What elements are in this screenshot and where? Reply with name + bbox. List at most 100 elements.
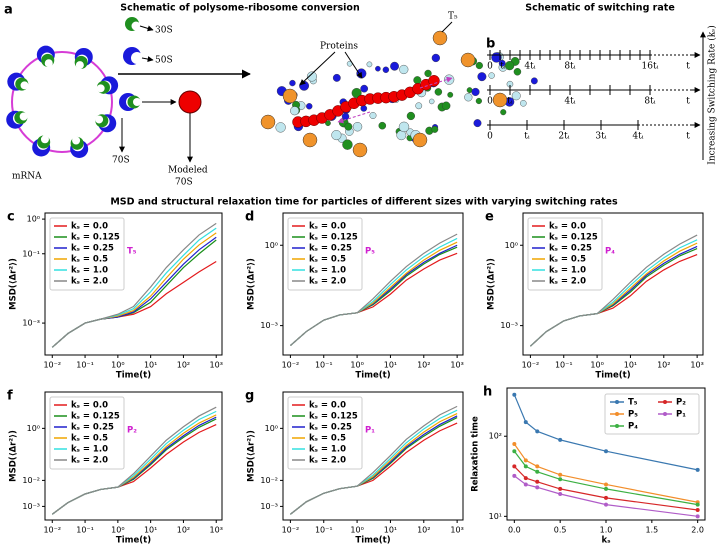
ribosome-gap — [40, 135, 49, 144]
time-label: 0 — [487, 97, 493, 107]
x-axis-label: Time(t) — [355, 371, 390, 381]
legend-label: kₛ = 0.25 — [309, 423, 352, 433]
legend-box — [49, 396, 125, 470]
time-label: t — [686, 132, 690, 142]
x-tick-label: 10⁻² — [522, 361, 540, 370]
pointer — [441, 21, 453, 33]
point — [604, 502, 608, 507]
ribosome-gap — [75, 61, 84, 70]
y-tick-label: 10⁻³ — [22, 502, 40, 511]
protein — [378, 121, 387, 130]
point — [535, 469, 540, 474]
point — [512, 473, 517, 478]
series-line — [529, 234, 698, 347]
x-tick-label: 10² — [177, 526, 190, 535]
x-tick-label: 10² — [657, 361, 670, 370]
x-tick-label: 10⁻² — [43, 526, 61, 535]
protein — [399, 64, 409, 75]
time-label: 0 — [487, 132, 493, 142]
x-tick-label: 10³ — [210, 361, 223, 370]
point — [695, 502, 700, 507]
ribosome-gap — [72, 136, 81, 145]
annotation: T₅ — [127, 247, 137, 257]
protein — [424, 69, 432, 78]
series-line — [513, 394, 698, 471]
legend-label: kₛ = 1.0 — [309, 266, 346, 276]
protein — [477, 72, 487, 82]
x-tick-label: 10⁰ — [350, 526, 363, 535]
x-tick-label: 10² — [417, 526, 430, 535]
legend-label: kₛ = 0.125 — [71, 233, 120, 243]
time-label: tᵢ — [500, 62, 506, 72]
ribosome-gap — [95, 115, 104, 124]
annotation: P₁ — [365, 426, 375, 436]
protein — [471, 87, 480, 96]
time-label: t — [686, 97, 690, 107]
point — [558, 477, 563, 482]
modeled-ribosome — [178, 90, 202, 114]
t5-particle — [460, 52, 476, 68]
legend-label: kₛ = 0.25 — [71, 244, 114, 254]
protein — [473, 119, 482, 128]
protein — [390, 61, 399, 71]
point — [523, 464, 528, 469]
protein — [475, 97, 482, 105]
x-tick-label: 10⁰ — [350, 361, 363, 370]
point — [535, 479, 540, 484]
x-tick-label: 10⁻¹ — [315, 361, 333, 370]
time-label: 4tᵢ — [524, 62, 535, 72]
time-label: 8tᵢ — [564, 62, 575, 72]
protein — [366, 61, 373, 68]
pointer — [299, 51, 336, 86]
y-tick-label: 10² — [489, 432, 502, 441]
x-tick-label: 10¹ — [144, 526, 157, 535]
section-title: MSD and structural relaxation time for p… — [110, 197, 618, 208]
x-axis-label: kₛ — [602, 536, 611, 546]
x-tick-label: 10⁻² — [282, 361, 300, 370]
t5-particle — [352, 142, 368, 158]
y-axis-label: MSD(⟨Δr²⟩) — [247, 430, 257, 482]
point — [535, 485, 540, 490]
x-axis-label: Time(t) — [116, 536, 151, 546]
panel-letter: a — [4, 3, 13, 18]
protein — [530, 77, 538, 85]
point — [695, 467, 700, 472]
annotation: P₂ — [127, 426, 137, 436]
legend-label: kₛ = 1.0 — [309, 445, 346, 455]
pointer — [344, 51, 363, 79]
label: Proteins — [320, 42, 358, 52]
protein — [341, 112, 350, 121]
t5-particle — [302, 132, 318, 148]
protein — [382, 66, 390, 73]
y-tick-label: 10⁻¹ — [22, 249, 40, 258]
protein — [428, 98, 435, 105]
y-tick-label: 10⁰ — [27, 215, 40, 224]
legend-box — [604, 393, 700, 435]
x-tick-label: 10¹ — [624, 361, 637, 370]
x-tick-label: 1.0 — [600, 526, 613, 535]
mrna — [11, 51, 113, 153]
legend-box — [49, 217, 125, 291]
point — [558, 486, 563, 491]
legend-marker — [615, 400, 619, 404]
point — [512, 441, 517, 446]
label: 30S — [155, 26, 173, 36]
time-label: tᵢ — [524, 132, 530, 142]
label: Modeled — [168, 166, 208, 176]
legend-label: kₛ = 0.125 — [309, 233, 358, 243]
t5-particle — [412, 132, 428, 148]
t5-particle — [260, 114, 276, 130]
protein — [500, 109, 507, 116]
x-tick-label: 10⁰ — [111, 361, 124, 370]
flow — [419, 76, 453, 89]
x-tick-label: 10⁰ — [111, 526, 124, 535]
point — [695, 507, 700, 512]
point — [535, 429, 540, 434]
legend-label: kₛ = 0.25 — [309, 244, 352, 254]
label: 50S — [155, 56, 173, 66]
schematics — [6, 17, 706, 163]
protein — [441, 101, 451, 110]
annotation: P₄ — [605, 247, 615, 257]
t5-particle — [432, 30, 448, 46]
legend-marker — [615, 424, 619, 428]
